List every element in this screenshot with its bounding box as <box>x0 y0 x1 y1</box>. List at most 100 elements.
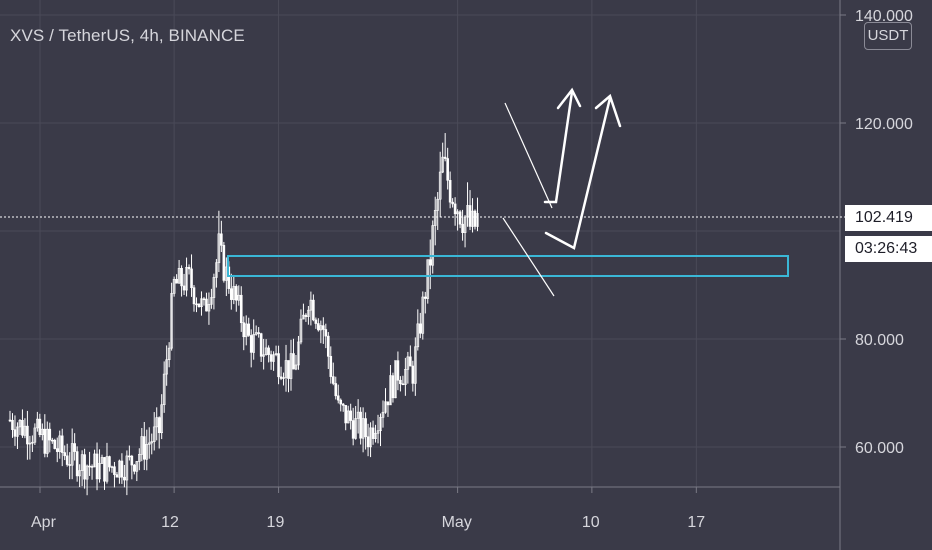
candle <box>177 259 181 284</box>
candle <box>197 303 201 308</box>
candle <box>351 407 355 446</box>
arrowhead-1 <box>556 87 582 110</box>
candle <box>152 412 156 451</box>
candle <box>302 303 305 320</box>
candle <box>237 285 241 306</box>
candle <box>48 422 52 453</box>
candle <box>374 424 377 443</box>
candle <box>257 327 260 338</box>
candle <box>252 319 255 360</box>
candle <box>284 344 288 392</box>
candle <box>274 345 278 357</box>
candle <box>463 215 467 248</box>
projection-path-2 <box>544 96 612 250</box>
candle <box>326 332 330 369</box>
candle <box>431 220 435 274</box>
candle <box>269 350 273 370</box>
candle <box>441 142 444 174</box>
candle <box>394 360 397 399</box>
candle <box>272 351 275 371</box>
bar-countdown-label: 03:26:43 <box>845 236 932 262</box>
projection-arrows <box>543 87 622 250</box>
candle <box>371 420 375 445</box>
flag-upper-line <box>504 102 553 209</box>
candle <box>205 292 208 312</box>
currency-button[interactable]: USDT <box>864 22 912 50</box>
candle <box>297 335 300 370</box>
candle <box>88 451 91 476</box>
candle <box>128 445 131 461</box>
candle <box>180 265 183 297</box>
candle <box>334 376 338 400</box>
candle <box>43 414 47 458</box>
candle <box>145 429 149 471</box>
candle <box>162 361 166 413</box>
candle <box>418 312 422 339</box>
candle <box>222 241 226 283</box>
candle <box>172 276 176 297</box>
candle <box>461 209 464 241</box>
x-tick-label: 17 <box>687 514 705 531</box>
candle <box>16 422 19 450</box>
candle <box>361 407 365 453</box>
candle <box>85 464 89 496</box>
candle <box>433 196 437 246</box>
candle <box>103 457 106 490</box>
candle <box>182 273 186 296</box>
candle <box>386 401 390 417</box>
candle <box>63 445 67 461</box>
candle <box>93 449 96 468</box>
candle <box>468 190 472 230</box>
x-tick-label: May <box>442 514 472 531</box>
candle <box>438 151 442 218</box>
candle <box>130 454 134 480</box>
candle <box>36 411 39 432</box>
candle <box>133 463 136 475</box>
candle <box>210 288 213 309</box>
candle <box>354 406 357 440</box>
candle <box>118 459 121 484</box>
candle <box>200 291 203 316</box>
candle <box>123 464 126 488</box>
candle <box>207 292 211 325</box>
x-tick-label: 19 <box>267 514 285 531</box>
candle <box>58 430 62 459</box>
candle <box>147 427 151 459</box>
candle <box>150 433 154 455</box>
candle <box>18 419 22 436</box>
candle <box>45 421 49 458</box>
candle <box>399 376 402 392</box>
candle <box>259 332 263 363</box>
y-tick-label: 120.000 <box>855 116 913 133</box>
candle <box>110 465 114 473</box>
candle <box>453 197 457 226</box>
candle <box>267 345 270 363</box>
candle <box>409 345 412 367</box>
candle <box>53 438 57 450</box>
candle <box>23 418 27 439</box>
candle <box>282 372 285 386</box>
candle <box>324 323 328 349</box>
candle <box>80 450 84 487</box>
candle <box>329 346 333 384</box>
projection-arrow-1 <box>543 90 574 204</box>
candle <box>217 210 221 273</box>
candle <box>157 416 161 449</box>
candle <box>476 197 479 232</box>
candle <box>421 291 425 340</box>
candle <box>346 405 350 424</box>
candle <box>349 403 352 430</box>
candle <box>170 282 173 351</box>
candle <box>287 360 290 393</box>
candle <box>185 257 188 297</box>
candle <box>73 433 76 461</box>
candle <box>234 284 238 312</box>
candle <box>155 407 159 441</box>
candle <box>389 365 392 406</box>
candle <box>344 405 348 431</box>
candle <box>190 254 193 297</box>
candle <box>55 437 59 463</box>
candle <box>26 410 29 460</box>
candle <box>456 209 459 231</box>
